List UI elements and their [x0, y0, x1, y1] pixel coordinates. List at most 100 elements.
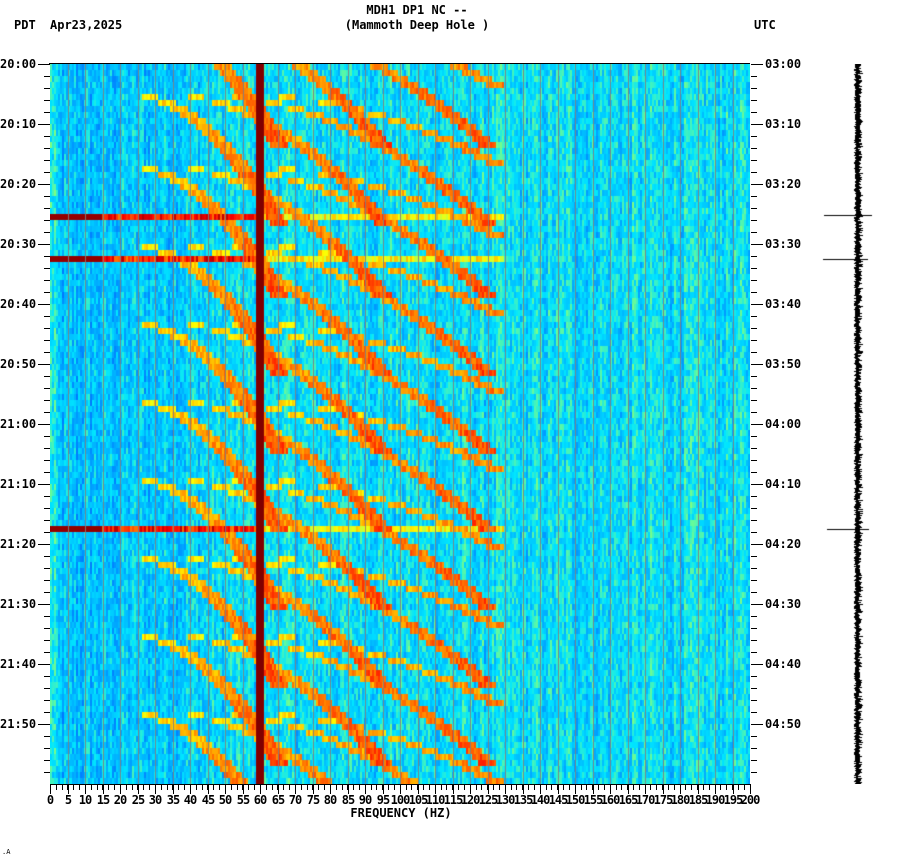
y-tick-label-left: 20:40 — [0, 297, 37, 311]
y-tick-left — [44, 148, 50, 149]
x-minor-tick — [283, 784, 284, 790]
x-tick-label: 195 — [723, 793, 744, 807]
x-major-tick — [50, 784, 51, 794]
right-timezone-label: UTC — [754, 18, 776, 32]
x-tick-label: 20 — [113, 793, 127, 807]
x-minor-tick — [452, 784, 453, 790]
y-tick-label-right: 03:40 — [765, 297, 802, 311]
y-tick-right — [751, 496, 757, 497]
x-tick-label: 5 — [64, 793, 72, 807]
x-minor-tick — [744, 784, 745, 790]
x-minor-tick — [266, 784, 267, 790]
y-tick-right — [751, 592, 757, 593]
y-tick-right — [751, 100, 757, 101]
x-minor-tick — [207, 784, 208, 790]
x-minor-tick — [691, 784, 692, 790]
y-tick-left — [44, 688, 50, 689]
x-major-tick — [698, 784, 699, 794]
y-tick-left — [44, 676, 50, 677]
x-major-tick — [540, 784, 541, 794]
y-tick-label-left: 20:10 — [0, 117, 37, 131]
x-minor-tick — [685, 784, 686, 790]
y-tick-right — [751, 556, 757, 557]
station-title: MDH1 DP1 NC -- — [366, 3, 468, 17]
x-major-tick — [715, 784, 716, 794]
x-minor-tick — [272, 784, 273, 790]
y-tick-label-right: 03:30 — [765, 237, 802, 251]
y-tick-label-right: 04:10 — [765, 477, 802, 491]
y-tick-left — [44, 472, 50, 473]
x-tick-label: 165 — [618, 793, 639, 807]
y-tick-left — [38, 64, 50, 65]
y-tick-right — [751, 736, 757, 737]
x-minor-tick — [616, 784, 617, 790]
x-minor-tick — [650, 784, 651, 790]
x-minor-tick — [656, 784, 657, 790]
x-tick-label: 15 — [96, 793, 110, 807]
x-minor-tick — [458, 784, 459, 790]
x-major-tick — [470, 784, 471, 794]
x-major-tick — [523, 784, 524, 794]
x-minor-tick — [353, 784, 354, 790]
y-tick-left — [44, 160, 50, 161]
y-tick-right — [751, 400, 757, 401]
x-minor-tick — [674, 784, 675, 790]
x-minor-tick — [569, 784, 570, 790]
y-tick-right — [751, 148, 757, 149]
y-tick-label-left: 21:10 — [0, 477, 37, 491]
y-tick-right — [751, 340, 757, 341]
x-major-tick — [488, 784, 489, 794]
x-minor-tick — [388, 784, 389, 790]
x-minor-tick — [108, 784, 109, 790]
x-minor-tick — [586, 784, 587, 790]
x-minor-tick — [411, 784, 412, 790]
seismogram-canvas — [820, 64, 880, 784]
y-tick-label-left: 21:00 — [0, 417, 37, 431]
y-tick-left — [44, 508, 50, 509]
y-tick-label-right: 04:00 — [765, 417, 802, 431]
y-tick-left — [44, 496, 50, 497]
x-minor-tick — [347, 784, 348, 790]
y-tick-left — [38, 244, 50, 245]
x-tick-label: 140 — [530, 793, 551, 807]
x-minor-tick — [441, 784, 442, 790]
x-tick-label: 115 — [443, 793, 464, 807]
y-tick-right — [751, 292, 757, 293]
x-minor-tick — [394, 784, 395, 790]
y-tick-left — [38, 184, 50, 185]
x-tick-label: 105 — [408, 793, 429, 807]
y-tick-left — [44, 100, 50, 101]
y-tick-left — [44, 736, 50, 737]
y-tick-right — [751, 208, 757, 209]
x-major-tick — [260, 784, 261, 794]
x-major-tick — [680, 784, 681, 794]
x-minor-tick — [732, 784, 733, 790]
x-tick-label: 180 — [670, 793, 691, 807]
y-tick-label-right: 04:40 — [765, 657, 802, 671]
x-minor-tick — [143, 784, 144, 790]
x-minor-tick — [464, 784, 465, 790]
x-minor-tick — [277, 784, 278, 790]
y-tick-left — [44, 640, 50, 641]
y-tick-left — [44, 460, 50, 461]
x-minor-tick — [248, 784, 249, 790]
y-tick-right — [751, 244, 763, 245]
y-tick-right — [751, 436, 757, 437]
y-tick-label-right: 04:50 — [765, 717, 802, 731]
x-minor-tick — [79, 784, 80, 790]
x-minor-tick — [481, 784, 482, 790]
x-tick-label: 100 — [390, 793, 411, 807]
y-tick-right — [751, 280, 757, 281]
y-tick-left — [44, 172, 50, 173]
x-minor-tick — [633, 784, 634, 790]
y-tick-left — [44, 88, 50, 89]
x-minor-tick — [703, 784, 704, 790]
x-minor-tick — [417, 784, 418, 790]
y-tick-right — [751, 256, 757, 257]
y-tick-left — [38, 724, 50, 725]
y-tick-left — [44, 136, 50, 137]
y-tick-left — [44, 400, 50, 401]
x-minor-tick — [336, 784, 337, 790]
x-minor-tick — [376, 784, 377, 790]
y-tick-left — [44, 208, 50, 209]
